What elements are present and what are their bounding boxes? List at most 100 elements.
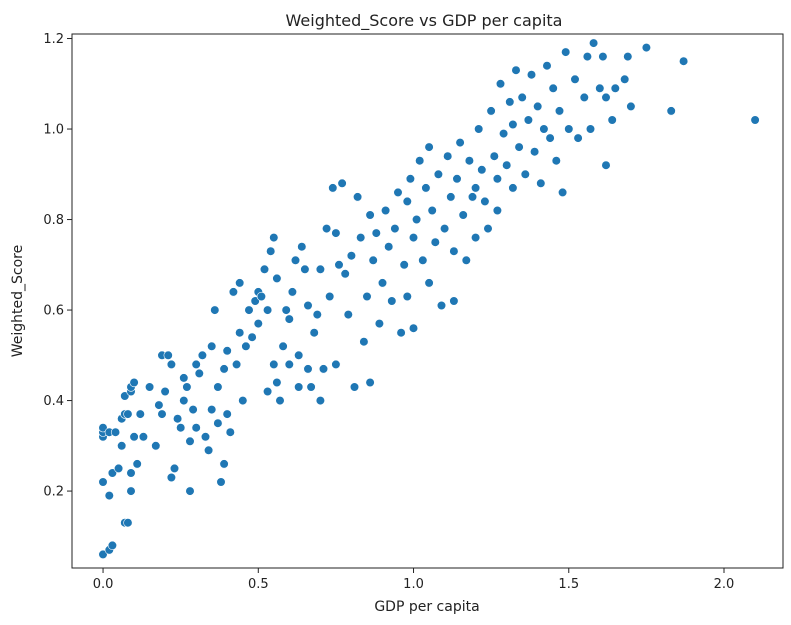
points-layer [98,38,760,560]
data-point [98,477,108,487]
data-point [263,386,273,397]
data-point [219,459,229,469]
data-point [132,459,142,469]
data-point [346,251,357,261]
data-point [318,364,329,374]
data-point [334,260,344,270]
data-point [390,224,400,234]
data-point [523,115,534,125]
data-point [244,305,254,315]
data-point [455,138,465,148]
data-point [561,47,571,57]
data-point [160,386,170,397]
data-point [505,97,515,107]
data-point [169,463,180,474]
data-point [610,83,620,93]
plot-area-frame [71,33,784,569]
data-point [588,38,599,48]
data-point [551,156,561,166]
data-point [294,382,304,392]
data-point [374,319,385,329]
data-point [98,549,108,560]
data-point [210,305,220,315]
data-point [557,187,568,197]
data-point [173,414,183,424]
data-point [228,287,238,297]
data-point [241,341,251,351]
data-point [120,391,130,401]
data-point [194,368,204,379]
data-point [250,296,260,306]
data-point [253,319,263,329]
data-point [312,310,322,320]
data-point [272,377,282,388]
data-point [601,160,611,170]
data-point [331,228,341,238]
y-tick-label: 0.4 [43,394,64,409]
data-point [517,92,527,102]
data-point [340,269,350,279]
data-point [492,174,503,184]
data-point [424,278,434,288]
data-point [533,101,543,111]
data-point [377,278,388,288]
data-point [666,106,676,116]
x-tick-label: 1.5 [558,577,579,592]
data-point [269,359,279,370]
data-point [405,174,416,184]
data-point [235,328,245,338]
data-point [474,124,484,134]
data-point [353,192,363,202]
data-point [387,296,397,306]
x-axis-label: GDP per capita [374,599,479,615]
data-point [595,83,605,93]
data-point [480,196,490,206]
data-point [458,210,468,220]
data-point [219,364,229,374]
data-point [585,124,596,134]
data-point [303,364,313,374]
data-point [620,74,630,84]
data-point [213,382,223,392]
data-point [554,106,565,116]
data-point [402,196,412,206]
data-point [483,224,493,234]
data-point [322,224,332,234]
data-point [402,291,412,302]
data-point [138,432,148,442]
data-point [166,472,176,483]
data-point [166,359,176,370]
data-point [185,486,195,496]
data-point [269,233,279,243]
data-point [191,359,201,370]
data-point [529,147,540,157]
data-point [275,396,285,406]
data-point [343,310,353,320]
data-point [433,169,444,179]
data-point [440,224,450,234]
x-axis-ticks: 0.0 0.5 1.0 1.5 2.0 [93,568,734,592]
data-point [520,169,530,179]
data-point [548,83,558,93]
data-point [356,233,366,243]
y-tick-label: 0.8 [43,213,64,228]
data-point [107,468,117,478]
data-point [393,187,403,197]
data-point [284,314,294,324]
data-point [495,79,506,89]
data-point [315,396,326,406]
data-point [207,341,217,351]
data-point [179,373,189,383]
data-point [278,341,288,351]
data-point [238,396,248,406]
data-point [272,273,282,284]
x-tick-label: 0.5 [248,577,269,592]
y-tick-label: 1.0 [43,123,64,138]
data-point [464,156,475,166]
data-point [157,409,167,419]
data-point [287,287,298,297]
data-point [232,359,242,370]
data-point [222,409,232,419]
data-point [436,300,447,311]
data-point [110,427,121,437]
